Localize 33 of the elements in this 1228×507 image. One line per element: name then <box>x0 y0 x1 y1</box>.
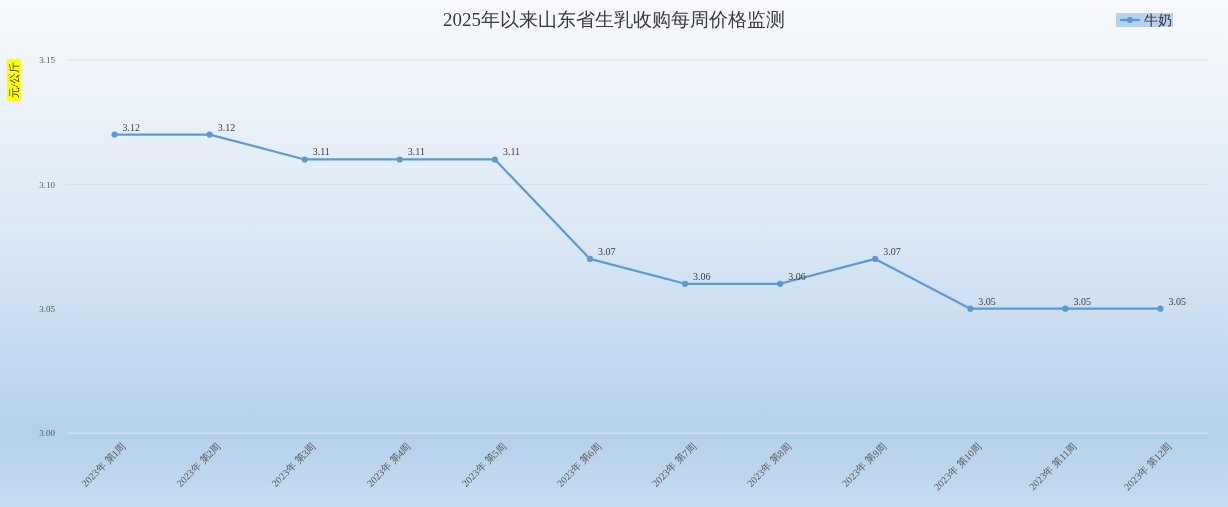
data-label: 3.11 <box>502 146 521 158</box>
point <box>396 156 403 163</box>
y-tick-label: 3.15 <box>39 55 56 66</box>
point <box>1157 305 1164 312</box>
chart-title: 2025年以来山东省生乳收购每周价格监测 <box>443 9 785 30</box>
point <box>491 156 498 163</box>
point <box>206 131 213 138</box>
data-label: 3.05 <box>1073 295 1091 307</box>
point <box>111 131 118 138</box>
point <box>967 305 974 312</box>
y-tick-label: 3.10 <box>39 179 56 190</box>
point <box>777 280 784 287</box>
point <box>586 255 594 263</box>
point <box>1062 305 1069 312</box>
legend-label: 牛奶 <box>1144 12 1172 28</box>
y-tick-label: 3.00 <box>39 428 56 439</box>
point <box>301 156 308 163</box>
data-label: 3.12 <box>217 121 236 133</box>
data-label: 3.07 <box>597 245 616 257</box>
data-label: 3.05 <box>978 295 996 307</box>
data-label: 3.06 <box>693 270 711 282</box>
point <box>872 255 879 263</box>
data-label: 3.11 <box>312 146 330 158</box>
x-tick-label: 2023年 第4周 <box>364 440 413 489</box>
y-axis-title: 元/公斤 <box>7 61 20 99</box>
data-label: 3.12 <box>122 121 141 133</box>
data-label: 3.05 <box>1168 295 1186 307</box>
data-label: 3.07 <box>883 245 901 257</box>
data-label: 3.06 <box>788 270 806 282</box>
y-tick-label: 3.05 <box>39 304 56 315</box>
data-label: 3.11 <box>407 146 425 158</box>
x-tick-label: 2023年 第3周 <box>269 440 318 489</box>
point <box>681 280 689 287</box>
